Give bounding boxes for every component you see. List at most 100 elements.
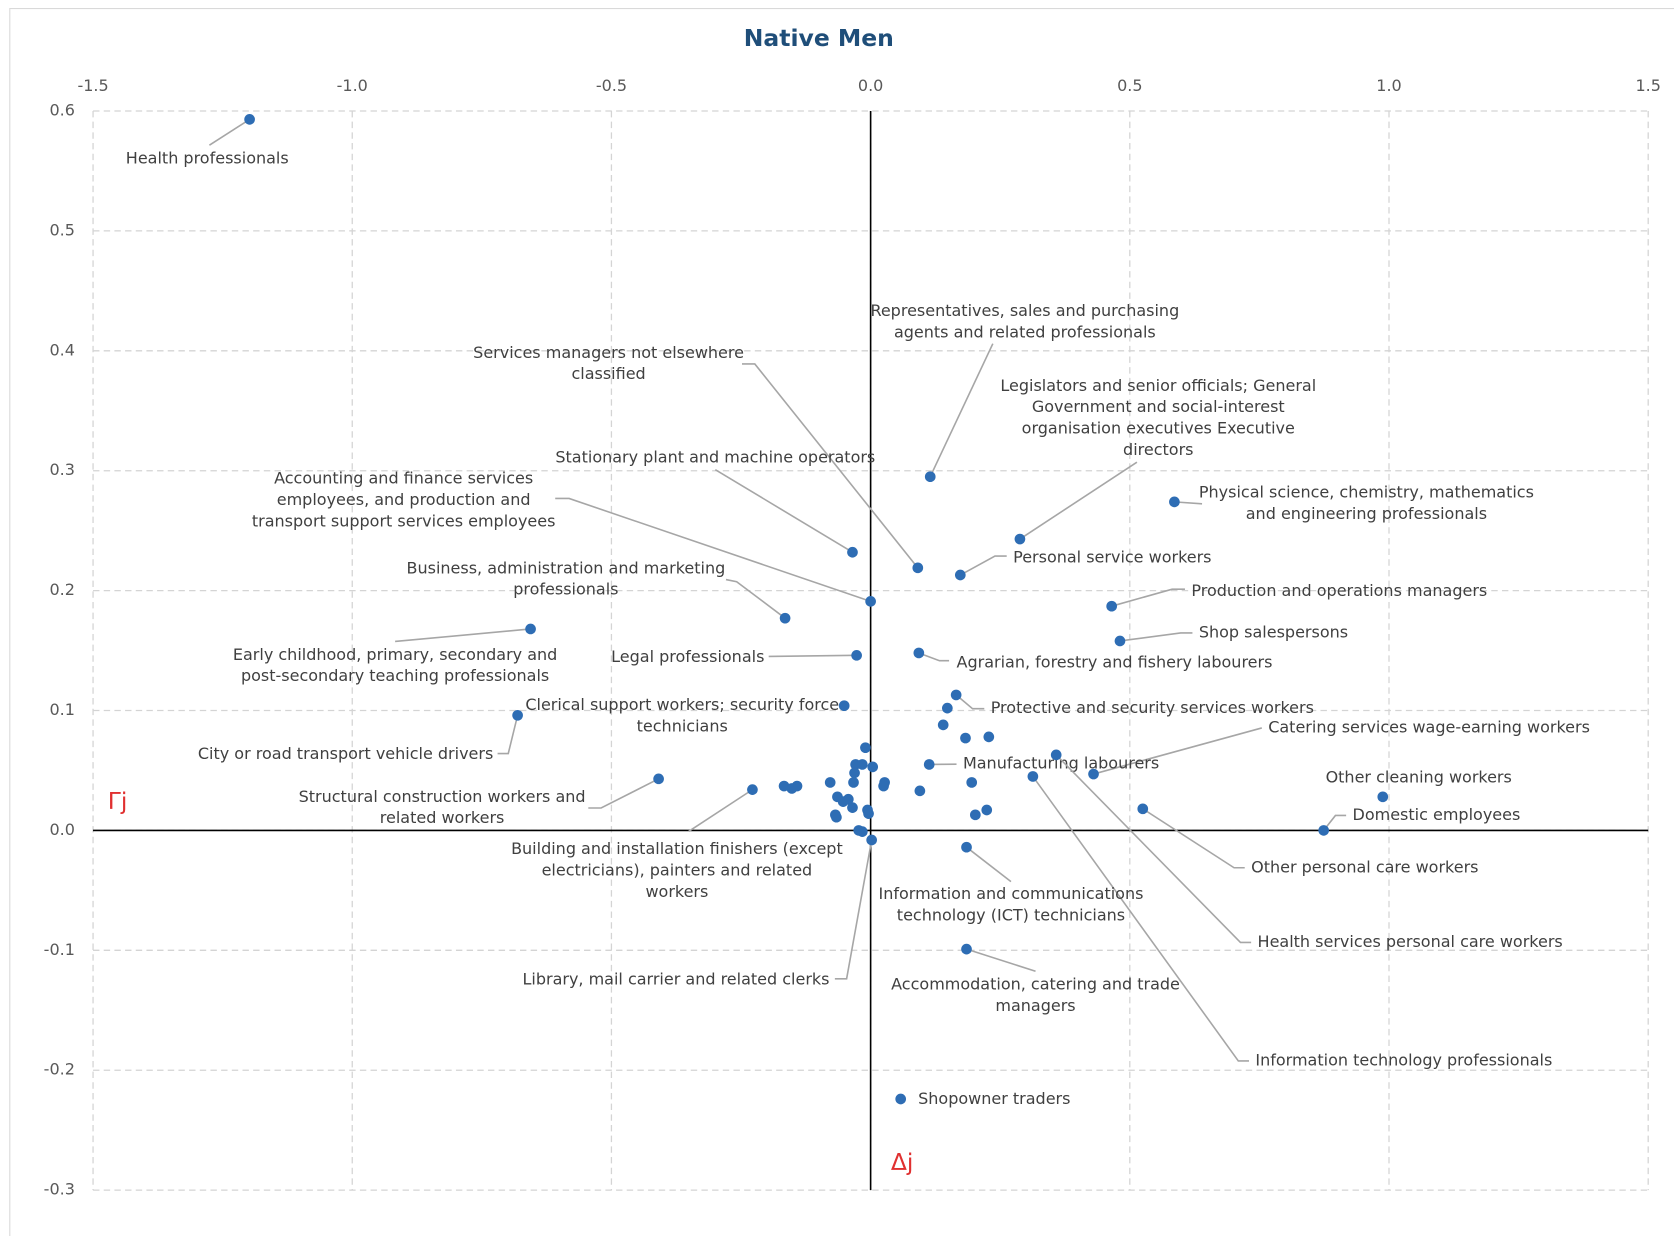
point: [847, 546, 858, 558]
point-label: Personal service workers: [1013, 548, 1211, 567]
point-label: Information and communications: [878, 884, 1143, 903]
x-tick-label: 0.5: [1117, 76, 1142, 95]
leader-line: [714, 468, 853, 553]
point-label: Services managers not elsewhere: [473, 343, 744, 362]
point: [860, 742, 871, 754]
point: [856, 759, 868, 770]
leader-line: [1055, 754, 1252, 944]
point-label: Production and operations managers: [1191, 581, 1487, 600]
x-tick-label: 1.5: [1635, 76, 1660, 95]
leader-line: [1119, 632, 1193, 642]
point: [1050, 749, 1062, 761]
leader-line: [1032, 775, 1249, 1062]
point: [747, 784, 758, 795]
point: [824, 777, 836, 788]
point: [867, 761, 879, 773]
point: [849, 767, 860, 779]
point: [942, 702, 953, 714]
point: [960, 732, 971, 744]
leader-line: [955, 694, 985, 710]
point: [837, 796, 849, 807]
point: [865, 596, 876, 607]
point: [937, 719, 949, 731]
y-tick-label: 0.1: [49, 700, 74, 719]
leader-line: [588, 778, 659, 809]
point-label: organisation executives Executive: [1022, 419, 1295, 438]
point: [954, 569, 966, 581]
leader-line: [725, 578, 786, 619]
point-label: post-secondary teaching professionals: [241, 666, 549, 685]
point: [653, 773, 664, 785]
point-label: electricians), painters and related: [542, 860, 813, 879]
point: [1106, 600, 1118, 612]
leader-line: [1093, 727, 1263, 775]
leader-line: [834, 839, 873, 980]
point: [1014, 533, 1026, 545]
point-label: City or road transport vehicle drivers: [198, 744, 493, 763]
point-label: Structural construction workers and: [299, 787, 586, 806]
point: [914, 785, 926, 797]
point-label: Clerical support workers; security force: [525, 695, 839, 714]
x-tick-label: 1.0: [1376, 76, 1401, 95]
leader-line: [688, 788, 753, 833]
point-label: Other cleaning workers: [1326, 768, 1512, 787]
leader-line: [918, 652, 950, 662]
point-label: managers: [995, 996, 1075, 1015]
point-label: transport support services employees: [252, 511, 556, 530]
point-label: technicians: [637, 716, 728, 735]
y-tick-label: 0.6: [49, 101, 74, 120]
point: [856, 826, 868, 837]
point: [863, 808, 874, 819]
y-tick-label: -0.3: [44, 1180, 75, 1199]
leader-line: [966, 846, 1012, 883]
point-label: Agrarian, forestry and fishery labourers: [957, 652, 1273, 671]
point-label: Accommodation, catering and trade: [891, 975, 1180, 994]
x-tick-label: 0.0: [858, 76, 883, 95]
y-tick-label: 0.0: [49, 820, 74, 839]
point-label: related workers: [380, 808, 505, 827]
point-label: Health professionals: [126, 149, 289, 168]
point: [1137, 803, 1149, 815]
point-label: Early childhood, primary, secondary and: [233, 645, 557, 664]
point: [969, 809, 981, 821]
y-tick-label: 0.4: [49, 340, 74, 359]
point: [878, 780, 889, 792]
leader-line: [1323, 814, 1347, 831]
leader-line: [497, 715, 519, 755]
point: [847, 802, 858, 813]
point-label: agents and related professionals: [894, 323, 1156, 342]
leader-line: [959, 555, 1007, 576]
point: [1169, 496, 1180, 508]
point-label: Information technology professionals: [1255, 1050, 1552, 1069]
x-tick-label: -1.0: [337, 76, 368, 95]
point-label: Stationary plant and machine operators: [555, 447, 875, 466]
point: [923, 759, 935, 770]
point: [1088, 768, 1099, 780]
y-tick-label: -0.1: [44, 940, 75, 959]
point-label: Other personal care workers: [1251, 857, 1478, 876]
point: [1114, 635, 1126, 647]
point-label: and engineering professionals: [1246, 504, 1487, 523]
leader-line: [1019, 461, 1138, 540]
point-label: Domestic employees: [1353, 805, 1521, 824]
y-tick-label: 0.3: [49, 460, 74, 479]
leader-line: [1111, 588, 1185, 607]
point-label: technology (ICT) technicians: [897, 905, 1125, 924]
point: [512, 709, 523, 721]
y-tick-label: 0.5: [49, 220, 74, 239]
point: [848, 777, 859, 788]
point: [961, 841, 972, 853]
leader-line: [395, 628, 531, 643]
point-label: Building and installation finishers (exc…: [511, 839, 843, 858]
chart-border: [9, 8, 1674, 1236]
leader-line: [768, 654, 857, 658]
x-tick-label: -1.5: [77, 76, 108, 95]
point-label: Government and social-interest: [1032, 397, 1285, 416]
point-label: professionals: [513, 580, 618, 599]
leader-line: [208, 118, 251, 146]
point: [895, 1093, 907, 1105]
point: [838, 700, 850, 712]
point-label: Catering services wage-earning workers: [1268, 717, 1590, 736]
chart-title: Native Men: [744, 24, 894, 52]
